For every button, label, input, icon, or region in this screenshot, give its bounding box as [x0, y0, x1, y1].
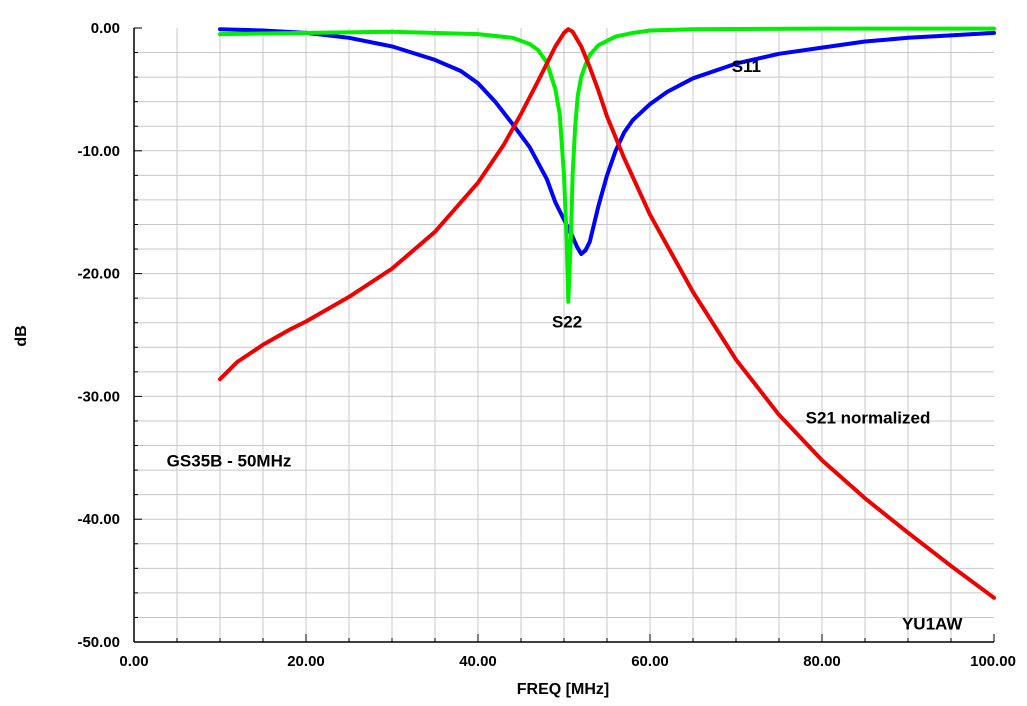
y-tick-label: -50.00 [77, 634, 120, 651]
x-tick-label: 20.00 [287, 653, 325, 670]
x-tick-label: 60.00 [631, 653, 669, 670]
annotation-gs35b-50mhz: GS35B - 50MHz [167, 451, 292, 470]
series-line-s21-normalized [218, 27, 996, 600]
y-axis-title: dB [13, 325, 30, 346]
annotation-s21-normalized: S21 normalized [806, 408, 931, 427]
axes [133, 27, 995, 643]
y-tick-label: -10.00 [77, 143, 120, 160]
series-line-s11 [218, 27, 996, 256]
tick-labels: 0.00 20.00 40.00 60.00 80.00 100.00 0.00 -10.00… [77, 20, 1016, 670]
series-line-s22 [218, 26, 996, 304]
annotation-s11: S11 [732, 57, 761, 76]
y-tick-label: 0.00 [91, 20, 120, 37]
series-lines [218, 26, 996, 600]
annotation-yu1aw: YU1AW [902, 615, 963, 634]
annotation-s22: S22 [552, 313, 582, 332]
x-axis-title: FREQ [MHz] [517, 681, 609, 698]
x-tick-label: 80.00 [803, 653, 841, 670]
y-tick-label: -20.00 [77, 266, 120, 283]
y-tick-label: -40.00 [77, 511, 120, 528]
y-tick-label: -30.00 [77, 388, 120, 405]
x-tick-label: 0.00 [119, 653, 148, 670]
x-tick-label: 100.00 [970, 653, 1016, 670]
x-tick-label: 40.00 [459, 653, 497, 670]
grid [134, 28, 994, 642]
annotations: S11 S22 S21 normalized GS35B - 50MHz YU1AW [167, 57, 964, 634]
